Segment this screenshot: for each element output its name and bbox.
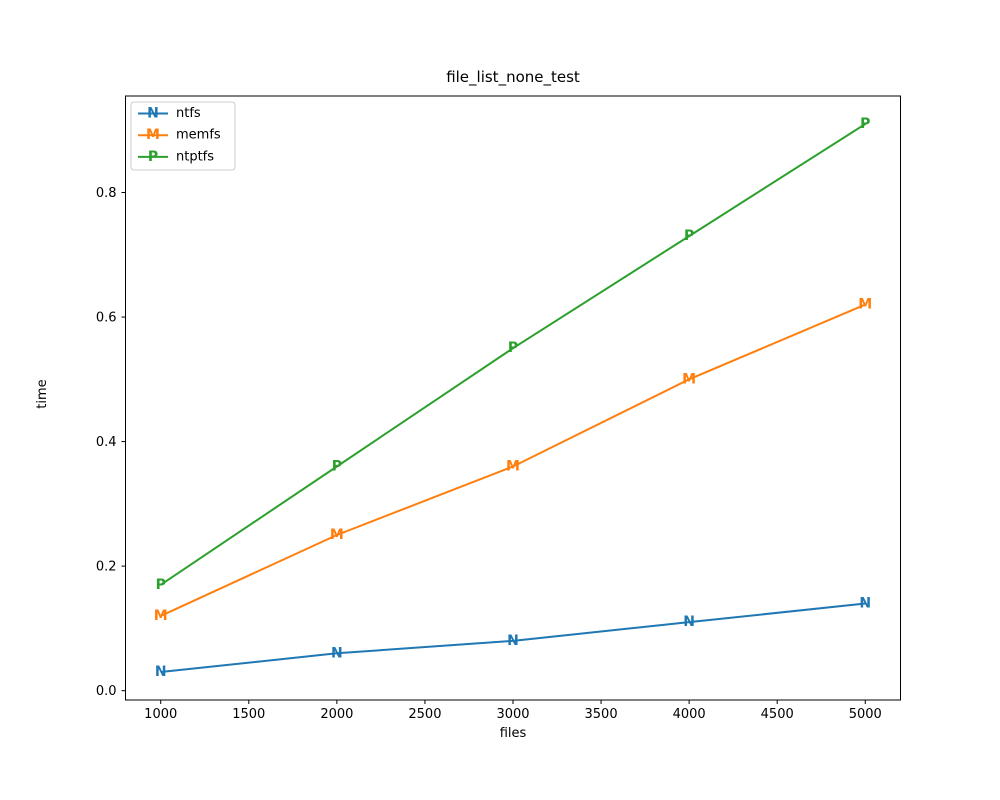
- x-tick-label: 5000: [849, 707, 882, 722]
- data-point-marker-ntfs-1000: N: [155, 664, 167, 680]
- legend-label-ntptfs: ntptfs: [176, 149, 214, 164]
- legend-label-memfs: memfs: [176, 128, 221, 143]
- y-tick-label: 0.4: [96, 435, 117, 450]
- legend-label-ntfs: ntfs: [176, 106, 201, 121]
- y-tick-label: 0.0: [96, 684, 117, 699]
- data-point-marker-ntptfs-2000: P: [332, 458, 342, 474]
- x-axis-label: files: [499, 726, 527, 741]
- x-tick-label: 1500: [232, 707, 265, 722]
- y-tick-label: 0.6: [96, 311, 117, 326]
- y-tick-label: 0.2: [96, 560, 117, 575]
- data-point-marker-ntfs-2000: N: [331, 645, 343, 661]
- x-tick-label: 3500: [585, 707, 618, 722]
- data-point-marker-ntfs-3000: N: [507, 633, 519, 649]
- x-tick-label: 2500: [408, 707, 441, 722]
- series-line-ntptfs: [160, 123, 866, 586]
- x-tick-label: 4500: [761, 707, 794, 722]
- x-tick-label: 3000: [496, 707, 529, 722]
- data-point-marker-memfs-3000: M: [506, 458, 520, 474]
- series-line-ntfs: [160, 602, 866, 673]
- x-tick-label: 4000: [673, 707, 706, 722]
- legend-marker-memfs: M: [146, 127, 160, 143]
- data-point-marker-ntfs-4000: N: [683, 614, 695, 630]
- data-point-marker-ntfs-5000: N: [859, 595, 871, 611]
- data-point-marker-ntptfs-4000: P: [684, 228, 694, 244]
- y-axis-label: time: [34, 379, 50, 409]
- axes-frame: [125, 95, 901, 701]
- legend-box: [130, 101, 236, 171]
- data-point-marker-ntptfs-1000: P: [156, 577, 166, 593]
- data-point-marker-memfs-2000: M: [330, 527, 344, 543]
- legend-marker-ntfs: N: [147, 106, 159, 122]
- chart-title: file_list_none_test: [446, 68, 580, 86]
- data-point-marker-ntptfs-3000: P: [508, 340, 518, 356]
- data-point-marker-ntptfs-5000: P: [860, 116, 870, 132]
- legend-marker-ntptfs: P: [148, 149, 158, 165]
- data-point-marker-memfs-4000: M: [682, 371, 696, 387]
- series-line-memfs: [160, 303, 866, 617]
- x-tick-label: 1000: [144, 707, 177, 722]
- x-tick-label: 2000: [320, 707, 353, 722]
- y-tick-label: 0.8: [96, 186, 117, 201]
- data-point-marker-memfs-1000: M: [154, 608, 168, 624]
- data-point-marker-memfs-5000: M: [858, 297, 872, 313]
